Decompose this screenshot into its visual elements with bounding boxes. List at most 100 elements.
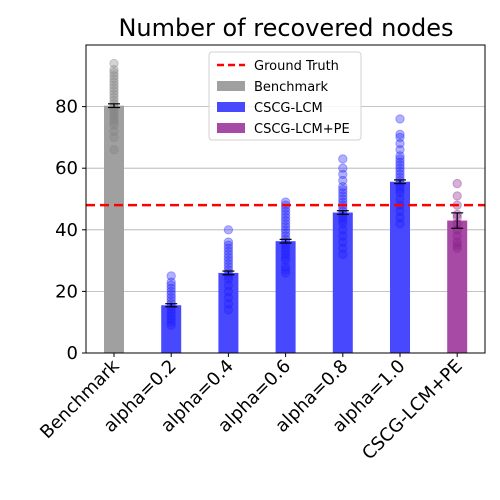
data-point [395,188,405,198]
data-point [280,206,291,217]
data-point [452,240,462,250]
x-axis-ticks: Benchmarkalpha=0.2alpha=0.4alpha=0.6alph… [36,353,467,464]
data-point [452,231,462,241]
data-point [166,271,176,281]
data-point [109,117,119,127]
data-point [338,194,348,204]
data-point [395,157,405,167]
data-point [223,237,234,247]
data-point [338,218,348,229]
data-point [109,114,119,124]
data-point [109,64,119,75]
legend-label: Benchmark [254,80,329,95]
data-point [395,212,405,223]
x-tick-label: CSCG-LCM+PE [358,356,467,465]
data-point [109,111,119,121]
data-point [166,311,176,321]
y-tick-label: 40 [55,220,78,241]
data-point [338,231,348,241]
data-point [280,222,291,232]
legend-box [208,51,362,141]
error-bars-group [108,103,464,308]
data-point [223,243,234,253]
data-point [452,178,462,189]
bar [218,272,239,353]
data-point [223,292,234,303]
data-point [395,166,405,176]
data-point [338,225,348,235]
data-point [395,151,405,161]
legend-label: Ground Truth [254,59,339,74]
bars-group [104,105,468,354]
data-point [280,225,291,235]
data-point [166,277,176,287]
bar [390,181,410,353]
data-point [338,181,348,192]
data-point [280,262,291,272]
data-point [338,185,348,195]
data-point [166,292,176,303]
data-point [109,132,119,143]
data-point [109,89,119,99]
legend-label: CSCG-LCM+PE [254,122,350,137]
data-point [395,206,405,217]
data-point [395,114,405,124]
data-point [166,308,176,318]
data-point [223,305,234,315]
data-point [280,243,291,253]
data-point [280,255,291,266]
legend-swatch [217,102,245,112]
data-point [395,194,405,204]
data-point [109,126,119,136]
data-point [338,163,348,173]
legend-label: CSCG-LCM [254,101,323,116]
data-point [223,286,234,297]
y-tick-label: 0 [67,343,78,364]
data-point [338,188,348,198]
data-point [338,154,348,164]
data-point [223,249,234,260]
data-point [338,215,348,226]
data-point [109,83,119,93]
data-point [223,246,234,257]
data-point [166,286,176,297]
data-point [338,243,348,253]
data-point [280,212,291,223]
data-point [166,317,176,327]
data-point [109,68,119,78]
data-point [338,249,348,260]
data-point [223,258,234,269]
bar [447,220,468,353]
data-point [109,108,119,118]
data-point [109,80,119,90]
data-point [452,237,462,247]
y-tick-label: 20 [55,281,78,302]
data-point [166,320,176,330]
data-point [395,185,405,195]
data-point [280,246,291,257]
data-point [395,138,405,149]
data-point [109,58,119,69]
legend-swatch [217,81,245,91]
data-point [280,265,291,275]
data-point [109,77,119,87]
data-point [280,215,291,226]
data-point [395,218,405,229]
data-point [109,92,119,103]
bar [104,105,124,354]
bar [332,212,353,353]
data-point [338,237,348,247]
data-point [395,129,405,140]
bar [161,305,182,353]
data-point [338,175,348,186]
data-point [109,145,119,155]
data-point [395,169,405,180]
data-point [338,169,348,180]
data-point [109,120,119,130]
data-point [166,289,176,300]
data-point [223,280,234,290]
data-point [395,132,405,143]
y-tick-label: 80 [55,97,78,118]
data-point [109,86,119,96]
